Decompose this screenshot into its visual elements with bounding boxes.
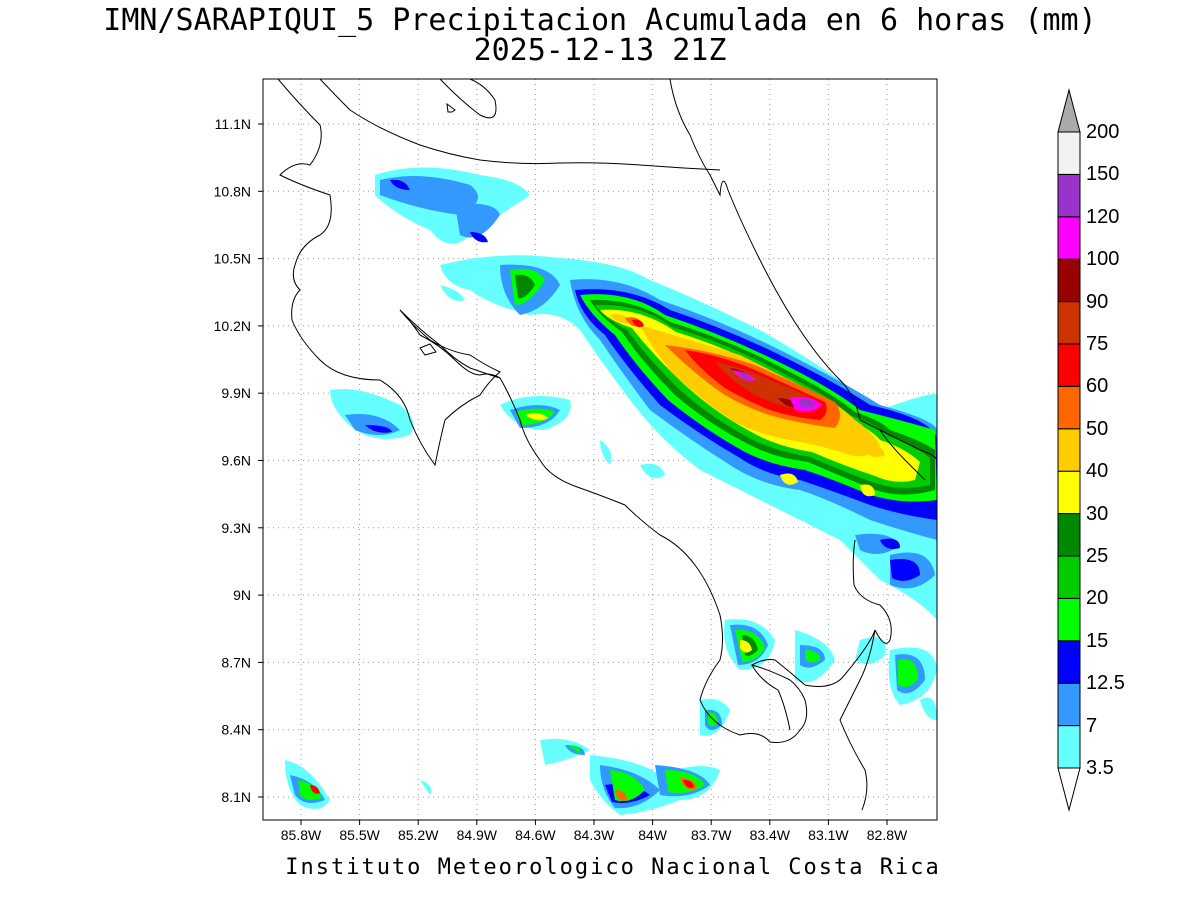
colorbar-swatch (1057, 682, 1081, 727)
colorbar-swatch (1057, 640, 1081, 684)
colorbar-swatch (1057, 385, 1081, 430)
colorbar-level-label: 25 (1086, 545, 1109, 567)
colorbar-level-label: 90 (1086, 290, 1109, 313)
lat-tick-label: 8.4N (221, 722, 251, 738)
colorbar-level-label: 15 (1086, 629, 1109, 652)
colorbar-level-label: 12.5 (1086, 672, 1125, 695)
colorbar-swatch (1057, 343, 1081, 387)
lon-tick-label: 85.8W (281, 827, 322, 843)
colorbar-min-arrow (1057, 767, 1081, 812)
colorbar-level-label: 30 (1086, 502, 1109, 525)
map-date: 2025-12-13 21Z (473, 33, 727, 68)
colorbar-level-label: 200 (1086, 121, 1120, 143)
colorbar-swatch (1057, 428, 1081, 472)
colorbar (1057, 88, 1081, 812)
colorbar-swatch (1057, 597, 1081, 642)
colorbar-max-arrow (1057, 88, 1081, 133)
colorbar-swatch (1057, 725, 1081, 769)
lat-tick-label: 9.3N (221, 520, 251, 536)
latitude-ticks: 11.1N 10.8N 10.5N 10.2N 9.9N 9.6N 9.3N 9N 8.7N 8.… (214, 116, 263, 805)
lon-tick-label: 84W (638, 827, 668, 843)
colorbar-level-label: 75 (1086, 333, 1109, 355)
colorbar-level-label: 3.5 (1086, 757, 1114, 779)
lat-tick-label: 10.8N (214, 183, 251, 199)
colorbar-level-label: 7 (1086, 714, 1098, 737)
colorbar-swatch (1057, 173, 1081, 218)
lat-tick-label: 10.2N (214, 318, 251, 334)
colorbar-swatch (1057, 555, 1081, 599)
colorbar-swatch (1057, 131, 1081, 175)
lat-tick-label: 9N (233, 587, 251, 603)
colorbar-swatch (1057, 216, 1081, 260)
colorbar-level-label: 50 (1086, 417, 1109, 440)
lat-tick-label: 9.6N (221, 453, 251, 469)
lon-tick-label: 85.5W (339, 827, 380, 843)
lon-tick-label: 82.8W (867, 827, 908, 843)
colorbar-swatch (1057, 470, 1081, 515)
colorbar-level-label: 40 (1086, 460, 1109, 483)
lat-tick-label: 10.5N (214, 251, 251, 267)
colorbar-level-label: 100 (1086, 248, 1120, 271)
colorbar-level-label: 120 (1086, 205, 1120, 228)
lat-tick-label: 9.9N (221, 385, 251, 401)
plot-frame (262, 78, 938, 821)
precipitation-field (285, 167, 937, 815)
footer-credit: Instituto Meteorologico Nacional Costa R… (285, 855, 941, 880)
longitude-ticks: 85.8W 85.5W 85.2W 84.9W 84.6W 84.3W 84W 83.7W 83… (281, 820, 908, 843)
lon-tick-label: 83.7W (691, 827, 732, 843)
lon-tick-label: 84.3W (574, 827, 615, 843)
lat-tick-label: 8.1N (221, 789, 251, 805)
lon-tick-label: 84.9W (457, 827, 498, 843)
lon-tick-label: 85.2W (398, 827, 439, 843)
lon-tick-label: 83.1W (808, 827, 849, 843)
colorbar-level-label: 150 (1086, 163, 1120, 186)
colorbar-swatch (1057, 513, 1081, 557)
lat-tick-label: 11.1N (215, 116, 251, 132)
lon-tick-label: 83.4W (750, 827, 791, 843)
coastline (277, 79, 937, 811)
colorbar-swatch (1057, 301, 1081, 345)
colorbar-level-label: 60 (1086, 375, 1109, 398)
colorbar-level-label: 20 (1086, 587, 1109, 610)
lat-tick-label: 8.7N (221, 654, 251, 670)
colorbar-swatch (1057, 258, 1081, 303)
lon-tick-label: 84.6W (515, 827, 556, 843)
map-title: IMN/SARAPIQUI_5 Precipitacion Acumulada … (103, 3, 1097, 38)
